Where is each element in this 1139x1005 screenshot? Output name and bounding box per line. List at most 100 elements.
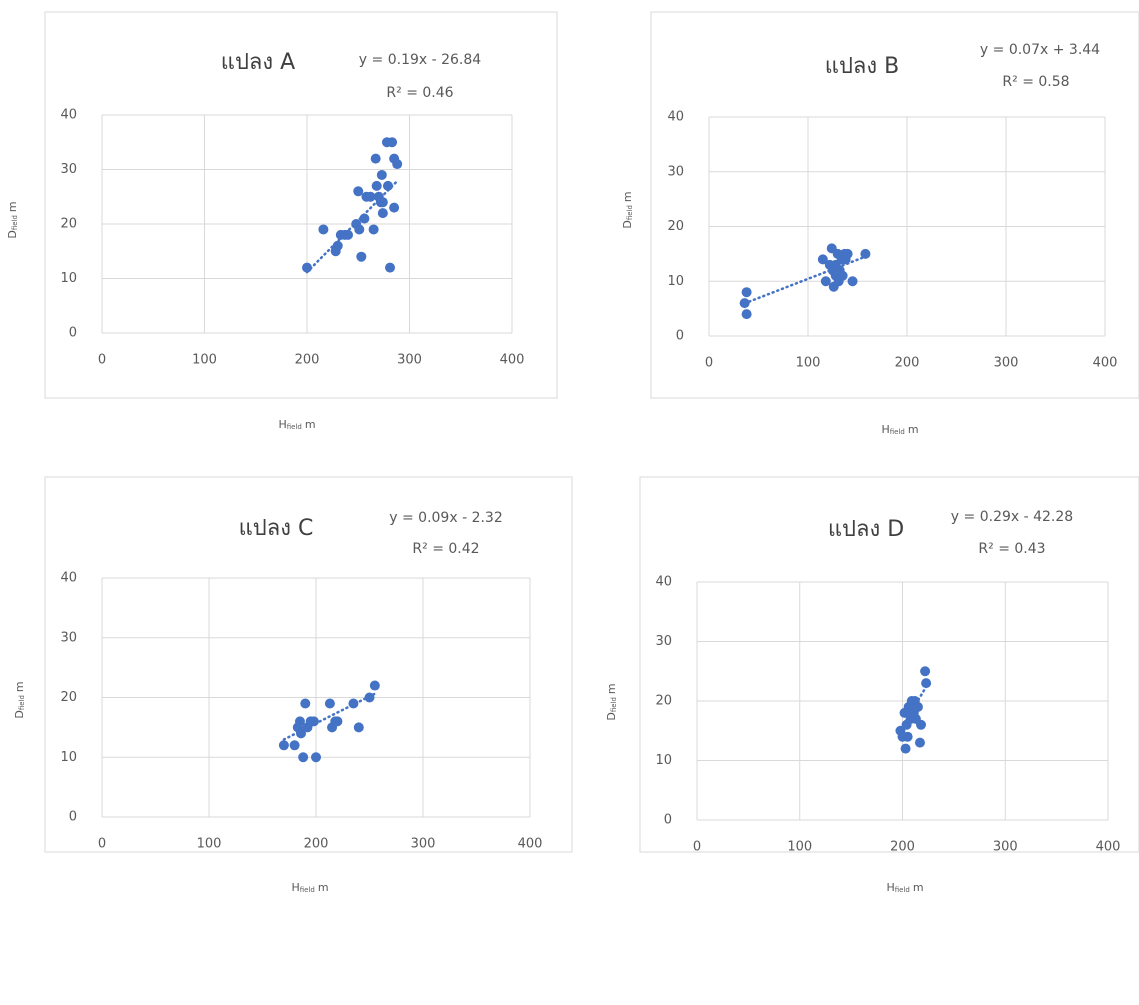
axis-symbol: D (6, 230, 19, 238)
trend-equation: y = 0.09x - 2.32 (389, 510, 503, 526)
data-point (359, 214, 369, 224)
axis-symbol: H (881, 423, 889, 436)
r-squared: R² = 0.46 (386, 85, 453, 101)
data-point (860, 249, 870, 259)
axis-unit: m (913, 881, 924, 894)
axis-subscript: field (895, 886, 910, 894)
y-axis-label: Dfieldm (13, 681, 26, 718)
y-tick-label: 30 (60, 162, 77, 177)
x-tick-label: 0 (98, 837, 106, 852)
data-point (903, 732, 913, 742)
axis-subscript: field (287, 423, 302, 431)
data-point (378, 208, 388, 218)
axis-subscript: field (610, 697, 618, 712)
data-point (372, 181, 382, 191)
x-tick-label: 200 (295, 353, 320, 368)
y-tick-label: 20 (667, 219, 684, 234)
y-axis-label: Dfieldm (621, 191, 634, 228)
y-tick-label: 10 (60, 271, 77, 286)
r-squared: R² = 0.42 (412, 541, 479, 557)
y-tick-label: 30 (60, 630, 77, 645)
x-tick-label: 0 (693, 840, 701, 855)
y-tick-label: 30 (655, 634, 672, 649)
data-point (353, 186, 363, 196)
trend-equation: y = 0.29x - 42.28 (951, 509, 1073, 525)
y-tick-label: 0 (664, 813, 672, 828)
x-tick-label: 400 (1096, 840, 1121, 855)
chart-title: แปลง D (828, 517, 904, 542)
trend-equation: y = 0.07x + 3.44 (980, 42, 1100, 58)
data-point (300, 698, 310, 708)
data-point (302, 263, 312, 273)
y-axis-label: Dfieldm (605, 683, 618, 720)
data-point (290, 740, 300, 750)
data-point (920, 666, 930, 676)
r-squared: R² = 0.43 (978, 541, 1045, 557)
x-tick-label: 100 (197, 837, 222, 852)
data-point (915, 738, 925, 748)
axis-unit: m (6, 201, 19, 212)
x-tick-label: 300 (397, 353, 422, 368)
y-axis-label: Dfield m (6, 201, 19, 238)
data-point (742, 287, 752, 297)
axis-unit: m (621, 191, 634, 202)
y-tick-label: 0 (69, 810, 77, 825)
r-squared: R² = 0.58 (1002, 74, 1069, 90)
data-point (348, 698, 358, 708)
data-point (387, 137, 397, 147)
data-point (377, 170, 387, 180)
data-point (356, 252, 366, 262)
y-tick-label: 20 (655, 694, 672, 709)
data-point (325, 698, 335, 708)
x-tick-label: 300 (993, 840, 1018, 855)
chart-frame (45, 12, 557, 398)
axis-subscript: field (18, 695, 26, 710)
axis-symbol: H (278, 418, 286, 431)
data-point (343, 230, 353, 240)
data-point (389, 203, 399, 213)
page: 0102030400100200300400แปลง Ay = 0.19x - … (0, 0, 1139, 1005)
data-point (848, 276, 858, 286)
data-point (279, 740, 289, 750)
x-tick-label: 100 (192, 353, 217, 368)
data-point (309, 716, 319, 726)
y-tick-label: 30 (667, 164, 684, 179)
y-tick-label: 10 (655, 753, 672, 768)
x-tick-label: 200 (895, 356, 920, 371)
data-point (916, 720, 926, 730)
axis-unit: m (13, 681, 26, 692)
data-point (385, 263, 395, 273)
chart-title: แปลง A (221, 50, 295, 75)
data-point (913, 702, 923, 712)
data-point (332, 716, 342, 726)
data-point (383, 181, 393, 191)
chart-title: แปลง B (825, 54, 899, 79)
data-point (378, 197, 388, 207)
x-tick-label: 400 (518, 837, 543, 852)
x-tick-label: 300 (994, 356, 1019, 371)
axis-subscript: field (11, 215, 19, 230)
data-point (392, 159, 402, 169)
y-tick-label: 40 (60, 571, 77, 586)
x-tick-label: 100 (787, 840, 812, 855)
axis-subscript: field (890, 428, 905, 436)
data-point (742, 309, 752, 319)
data-point (354, 224, 364, 234)
y-tick-label: 40 (667, 110, 684, 125)
data-point (354, 722, 364, 732)
trend-equation: y = 0.19x - 26.84 (359, 52, 481, 68)
axis-subscript: field (626, 205, 634, 220)
axis-unit: m (305, 418, 316, 431)
data-point (333, 241, 343, 251)
y-tick-label: 0 (69, 326, 77, 341)
axis-symbol: H (291, 881, 299, 894)
x-tick-label: 0 (705, 356, 713, 371)
